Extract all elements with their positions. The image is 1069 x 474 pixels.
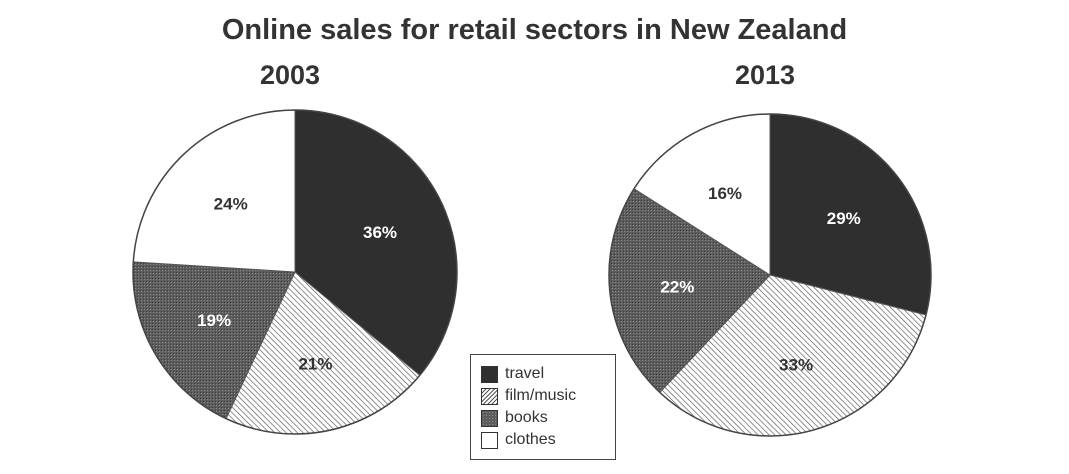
legend-item-film-music: film/music	[481, 385, 615, 407]
legend-label-clothes: clothes	[505, 431, 556, 448]
chart-title: Online sales for retail sectors in New Z…	[221, 14, 848, 46]
legend-swatch-clothes	[481, 431, 498, 449]
legend-label-travel: travel	[505, 365, 545, 382]
pie-2003-slice-clothes	[132, 109, 296, 273]
pie-2003-label-clothes: 24%	[214, 195, 248, 214]
legend-label-books: books	[505, 409, 548, 426]
pie-2013-label-books: 22%	[660, 278, 694, 297]
pie-2003: 36% 21% 19% 24%	[132, 109, 458, 435]
legend-item-clothes: clothes	[481, 429, 615, 451]
legend-label-film-music: film/music	[505, 387, 577, 404]
pie-2003-label-film-music: 21%	[298, 355, 332, 374]
legend: travel film/music books clothes	[470, 354, 616, 460]
pie-2013-outline	[608, 113, 932, 437]
legend-swatch-travel	[481, 365, 498, 383]
pie-2013-label-film-music: 33%	[779, 356, 813, 375]
pie-2013: 29% 33% 22% 16%	[608, 113, 932, 437]
legend-item-books: books	[481, 407, 615, 429]
legend-swatch-books	[481, 409, 498, 427]
legend-swatch-film-music	[481, 387, 498, 405]
pie-2003-label-books: 19%	[197, 311, 231, 330]
pie-2013-label-travel: 29%	[827, 209, 861, 228]
pie-2013-title: 2013	[735, 60, 796, 90]
pie-2003-outline	[132, 109, 458, 435]
pie-2003-title: 2003	[260, 60, 321, 90]
pie-2013-label-clothes: 16%	[708, 184, 742, 203]
pie-2003-label-travel: 36%	[363, 223, 397, 242]
legend-item-travel: travel	[481, 363, 615, 385]
